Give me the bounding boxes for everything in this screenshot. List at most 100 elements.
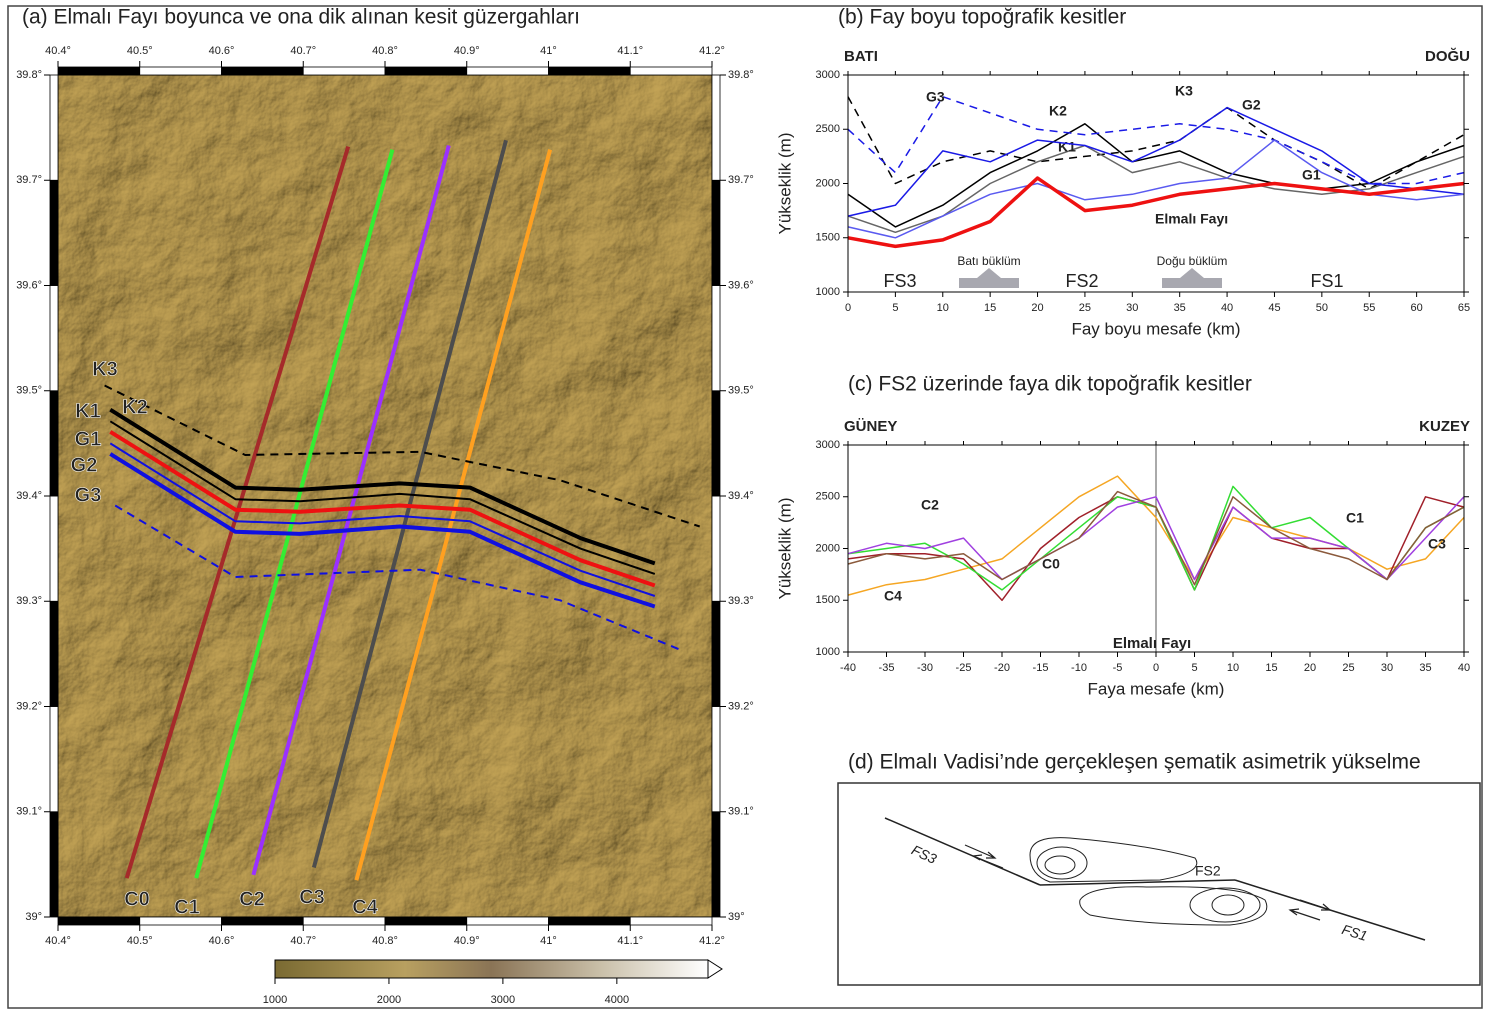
frame-bar [50, 75, 58, 180]
frame-bar [222, 917, 304, 925]
frame-bar [50, 812, 58, 917]
direction-label: BATI [844, 48, 878, 65]
x-axis-label: Faya mesafe (km) [1088, 679, 1225, 698]
direction-label: DOĞU [1425, 47, 1470, 65]
x-tick-label: 55 [1363, 302, 1375, 314]
relief-background [58, 75, 712, 917]
frame-bar [50, 601, 58, 706]
fault-label: Elmalı Fayı [1113, 635, 1191, 652]
y-tick-label: 1000 [816, 286, 840, 298]
frame-bar [549, 67, 631, 75]
y-tick-label: 2000 [816, 542, 840, 554]
frame-bar [222, 67, 304, 75]
figure: (d) Elmalı Vadisi’nde gerçekleşen şemati… [0, 0, 1489, 1014]
x-tick-label: 40 [1458, 662, 1470, 674]
x-tick-label: 15 [984, 302, 996, 314]
x-tick-label: 40.5° [127, 935, 153, 947]
colorbar-label: 4000 [605, 994, 629, 1006]
y-axis-label: Yükseklik (m) [775, 497, 794, 599]
diagram-label: FS2 [1195, 863, 1221, 879]
frame-bar [58, 917, 140, 925]
x-tick-label: 41.2° [699, 45, 725, 57]
series-label: Elmalı Fayı [1155, 211, 1228, 227]
frame-bar [385, 917, 467, 925]
annotation: FS3 [883, 271, 916, 291]
x-tick-label: -5 [1113, 662, 1123, 674]
x-tick-label: 5 [892, 302, 898, 314]
series-label: G3 [75, 484, 102, 506]
series-label: K3 [92, 358, 118, 380]
frame-bar [549, 917, 631, 925]
series-label: C1 [174, 896, 200, 918]
y-tick-label: 2000 [816, 177, 840, 189]
x-tick-label: -15 [1033, 662, 1049, 674]
series-label: C1 [1346, 510, 1364, 526]
series-label: C4 [884, 588, 902, 604]
y-tick-label: 39.3° [728, 595, 754, 607]
frame-bar [630, 67, 712, 75]
x-tick-label: 41.2° [699, 935, 725, 947]
series-label: C2 [239, 888, 265, 910]
y-tick-label: 39.6° [728, 279, 754, 291]
x-tick-label: 40.7° [290, 935, 316, 947]
x-tick-label: 0 [845, 302, 851, 314]
y-tick-label: 2500 [816, 491, 840, 503]
x-tick-label: 40.9° [454, 45, 480, 57]
direction-label: GÜNEY [844, 418, 897, 435]
x-tick-label: 10 [1227, 662, 1239, 674]
x-tick-label: 40.6° [209, 935, 235, 947]
panel-title: (c) FS2 üzerinde faya dik topoğrafik kes… [848, 373, 1252, 396]
series-label: K3 [1175, 83, 1193, 99]
y-tick-label: 2500 [816, 123, 840, 135]
diagram-box [838, 783, 1480, 985]
frame-bar [712, 180, 720, 285]
x-tick-label: 65 [1458, 302, 1470, 314]
frame-bar [50, 496, 58, 601]
y-tick-label: 39° [25, 911, 42, 923]
series-label: C4 [352, 896, 378, 918]
y-tick-label: 39.8° [728, 69, 754, 81]
x-tick-label: 35 [1419, 662, 1431, 674]
y-tick-label: 39.1° [728, 806, 754, 818]
y-tick-label: 39.2° [728, 700, 754, 712]
x-tick-label: -40 [840, 662, 856, 674]
frame-bar [467, 917, 549, 925]
diagram-label: FS1 [1340, 921, 1369, 944]
frame-bar [303, 67, 385, 75]
series-line [848, 97, 1464, 189]
series-label: K2 [122, 396, 148, 418]
y-tick-label: 39.8° [16, 69, 42, 81]
y-tick-label: 39.3° [16, 595, 42, 607]
series-label: G2 [71, 454, 98, 476]
diagram-title: (d) Elmalı Vadisi’nde gerçekleşen şemati… [848, 751, 1421, 774]
x-tick-label: 40 [1221, 302, 1233, 314]
x-tick-label: 41.1° [617, 935, 643, 947]
y-tick-label: 39.7° [728, 174, 754, 186]
frame-bar [712, 391, 720, 496]
series-label: C0 [1042, 556, 1060, 572]
x-tick-label: 20 [1304, 662, 1316, 674]
y-tick-label: 1500 [816, 594, 840, 606]
x-tick-label: 41° [540, 45, 557, 57]
frame-bar [50, 180, 58, 285]
colorbar-label: 3000 [491, 994, 515, 1006]
x-tick-label: 30 [1381, 662, 1393, 674]
x-tick-label: 40.4° [45, 935, 71, 947]
y-tick-label: 3000 [816, 69, 840, 81]
frame-bar [58, 67, 140, 75]
x-axis-label: Fay boyu mesafe (km) [1071, 319, 1240, 338]
y-tick-label: 39° [728, 911, 745, 923]
y-axis-label: Yükseklik (m) [775, 132, 794, 234]
annotation: FS2 [1065, 271, 1098, 291]
frame-bar [50, 707, 58, 812]
annotation: Doğu büklüm [1157, 254, 1228, 268]
x-tick-label: 40.4° [45, 45, 71, 57]
y-tick-label: 1500 [816, 232, 840, 244]
y-tick-label: 39.4° [16, 490, 42, 502]
y-tick-label: 39.7° [16, 174, 42, 186]
direction-label: KUZEY [1419, 418, 1470, 435]
series-label: C2 [921, 497, 939, 513]
colorbar-label: 2000 [377, 994, 401, 1006]
frame-bar [712, 496, 720, 601]
y-tick-label: 39.4° [728, 490, 754, 502]
